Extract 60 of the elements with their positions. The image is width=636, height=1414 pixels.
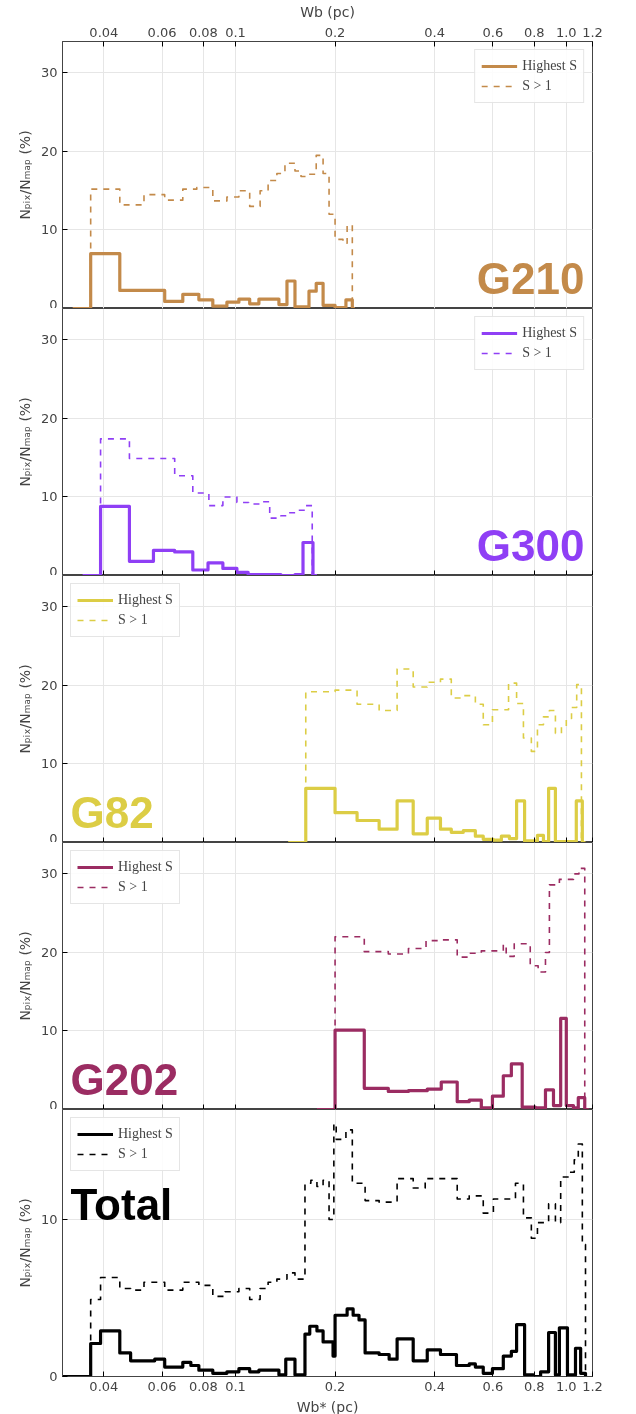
x-tick-label: 0.8	[523, 24, 545, 40]
x-tick-label: 0.04	[89, 1378, 119, 1394]
y-tick-label: 10	[40, 489, 58, 505]
x-axis-title: Wb* (pc)	[296, 1398, 359, 1414]
y-tick-label: 30	[40, 332, 58, 348]
x-tick-label: 0.2	[324, 24, 346, 40]
x-tick-label: 0.6	[482, 1378, 504, 1394]
y-axis-title: Nₚᵢₓ/Nₘₐₚ (%)	[16, 1198, 33, 1288]
x-tick-label: 0.2	[324, 1378, 346, 1394]
legend-label: S > 1	[118, 612, 148, 628]
x-tick-label: 0.4	[424, 1378, 446, 1394]
y-axis-title: Nₚᵢₓ/Nₘₐₚ (%)	[16, 397, 33, 487]
x-tick-label: 0.4	[424, 24, 446, 40]
y-tick-label: 20	[40, 677, 58, 693]
legend-label: Highest S	[118, 1126, 173, 1142]
y-tick-label: 20	[40, 944, 58, 960]
x-tick-label: 0.08	[188, 24, 218, 40]
y-tick-label: 0	[49, 563, 58, 579]
x-tick-label: 0.1	[225, 1378, 246, 1394]
y-tick-label: 30	[40, 599, 58, 615]
x-tick-label: 1.2	[582, 1378, 603, 1394]
y-tick-label: 10	[40, 1023, 58, 1039]
y-tick-label: 0	[49, 1097, 58, 1113]
legend-label: Highest S	[522, 58, 577, 74]
x-axis-title: Wb (pc)	[300, 3, 355, 20]
annotation: G202	[70, 1054, 179, 1104]
y-tick-label: 30	[40, 65, 58, 81]
legend-label: S > 1	[522, 345, 552, 361]
x-tick-label: 1.0	[555, 1378, 577, 1394]
annotation: G82	[70, 787, 154, 837]
y-tick-label: 10	[40, 756, 58, 772]
y-tick-label: 20	[40, 143, 58, 159]
y-tick-label: 10	[40, 1211, 58, 1227]
legend-label: Highest S	[522, 325, 577, 341]
annotation: G210	[476, 253, 585, 303]
y-tick-label: 20	[40, 410, 58, 426]
x-tick-label: 1.2	[582, 24, 603, 40]
y-axis-title: Nₚᵢₓ/Nₘₐₚ (%)	[16, 130, 33, 220]
y-axis-title: Nₚᵢₓ/Nₘₐₚ (%)	[16, 931, 33, 1021]
x-tick-label: 0.6	[482, 24, 504, 40]
y-tick-label: 30	[40, 866, 58, 882]
y-tick-label: 10	[40, 222, 58, 238]
x-tick-label: 0.08	[188, 1378, 218, 1394]
x-tick-label: 1.0	[555, 24, 577, 40]
legend-label: S > 1	[118, 879, 148, 895]
annotation: Total	[70, 1179, 173, 1229]
y-axis-title: Nₚᵢₓ/Nₘₐₚ (%)	[16, 664, 33, 754]
y-tick-label: 0	[49, 830, 58, 846]
x-tick-label: 0.04	[89, 24, 119, 40]
y-tick-label: 0	[49, 296, 58, 312]
annotation: G300	[476, 520, 585, 570]
legend-label: Highest S	[118, 592, 173, 608]
x-tick-label: 0.1	[225, 24, 246, 40]
x-tick-label: 0.8	[523, 1378, 545, 1394]
x-tick-label: 0.06	[147, 1378, 177, 1394]
x-tick-label: 0.06	[147, 24, 177, 40]
legend-label: Highest S	[118, 859, 173, 875]
y-tick-label: 0	[49, 1369, 58, 1384]
legend-label: S > 1	[118, 1146, 148, 1162]
legend-label: S > 1	[522, 78, 552, 94]
